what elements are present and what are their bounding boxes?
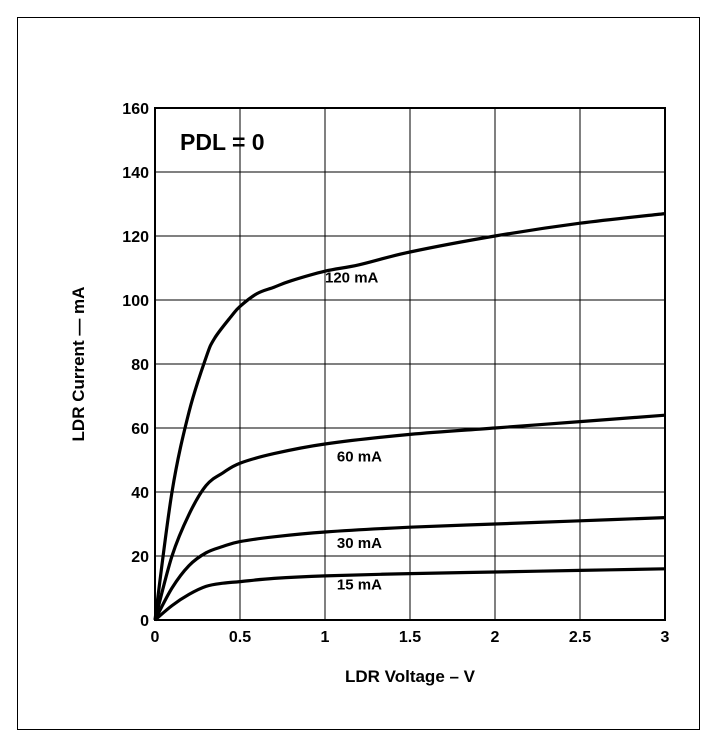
y-tick-label: 140 [122,165,149,182]
x-tick-label: 2 [491,629,500,646]
x-axis-ticks: 0 0.5 1 1.5 2 2.5 3 [151,629,670,646]
curve-label: 60 mA [337,449,382,466]
x-tick-label: 3 [661,629,670,646]
y-tick-label: 0 [140,613,149,630]
pdl-annotation: PDL = 0 [180,129,265,155]
y-tick-label: 20 [131,549,149,566]
curve-label: 30 mA [337,535,382,552]
x-tick-label: 0.5 [229,629,251,646]
curve-30-ma [153,516,666,621]
x-axis-label: LDR Voltage – V [345,667,476,686]
figure-frame [17,17,700,730]
y-tick-label: 100 [122,293,149,310]
y-tick-label: 40 [131,485,149,502]
curve-label: 15 mA [337,577,382,594]
curve-60-ma [153,413,666,621]
y-axis-label: LDR Current — mA [69,287,88,442]
y-tick-label: 60 [131,421,149,438]
y-axis-ticks: 0 20 40 60 80 100 120 140 160 [122,101,149,630]
x-tick-label: 2.5 [569,629,591,646]
y-tick-label: 80 [131,357,149,374]
x-tick-label: 1 [321,629,330,646]
curve-label: 120 mA [325,269,379,286]
y-tick-label: 120 [122,229,149,246]
plot-area-border [154,107,666,621]
y-tick-label: 160 [122,101,149,118]
curves [153,212,666,622]
curve-15-ma [153,567,666,622]
curve-120-ma [153,212,666,621]
curve-labels: 120 mA 60 mA 30 mA 15 mA [325,269,382,593]
x-tick-label: 1.5 [399,629,421,646]
x-tick-label: 0 [151,629,160,646]
